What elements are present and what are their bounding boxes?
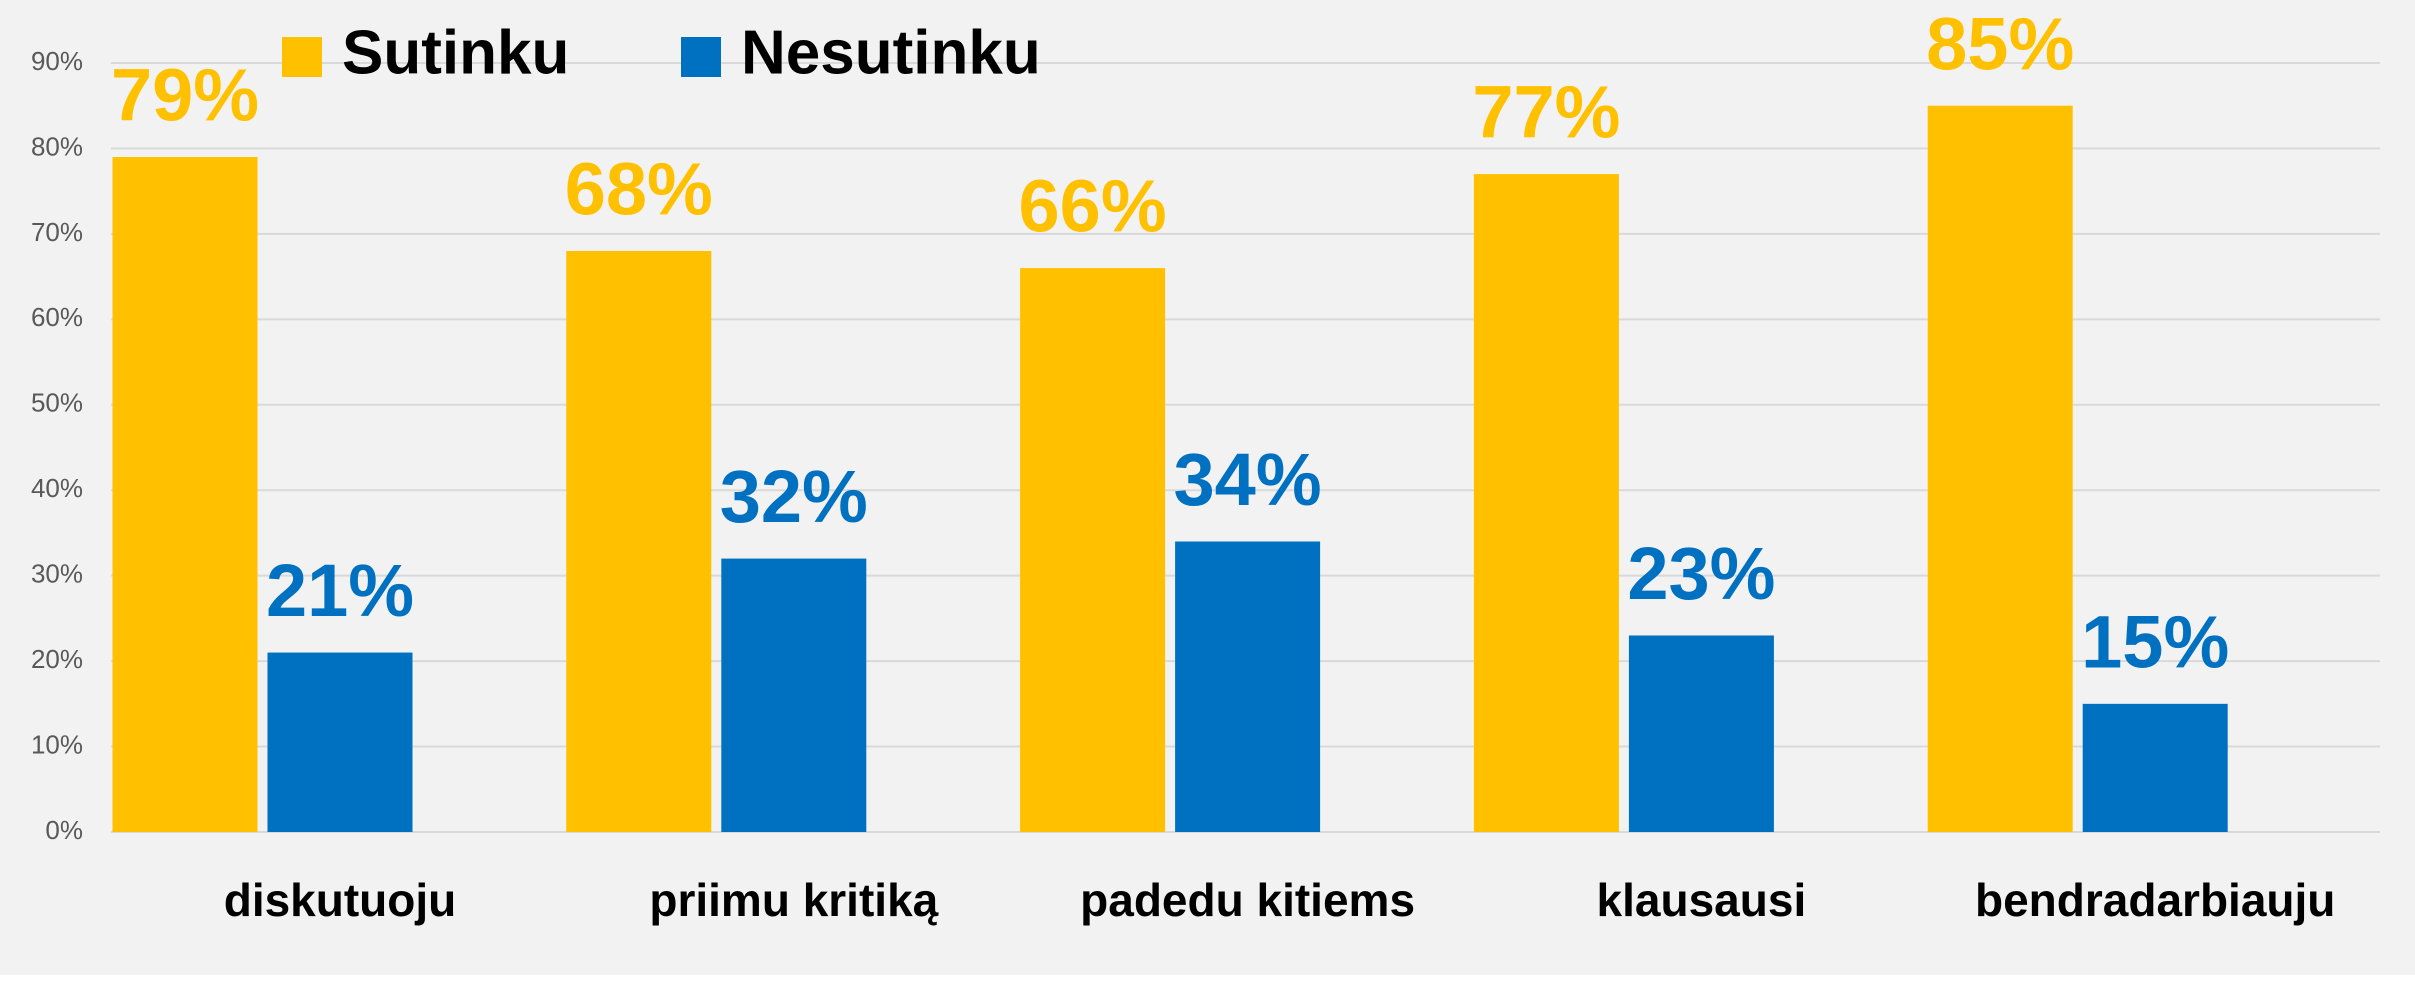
data-label: 79% — [111, 54, 259, 137]
y-tick-label: 80% — [31, 131, 83, 161]
bar — [112, 156, 258, 832]
y-tick-label: 30% — [31, 559, 83, 589]
bar — [2082, 703, 2228, 832]
data-label: 66% — [1019, 165, 1167, 248]
data-label: 23% — [1627, 532, 1775, 615]
bar — [721, 558, 867, 832]
y-tick-label: 90% — [31, 46, 83, 76]
y-tick-label: 10% — [31, 729, 83, 759]
y-tick-label: 70% — [31, 217, 83, 247]
bar — [267, 652, 413, 832]
y-tick-label: 40% — [31, 473, 83, 503]
bar — [566, 250, 712, 832]
data-label: 32% — [720, 455, 868, 538]
bar — [1473, 174, 1619, 833]
y-tick-label: 20% — [31, 644, 83, 674]
bar — [1628, 635, 1774, 832]
x-tick-label: bendradarbiauju — [1975, 874, 2335, 926]
y-tick-label: 50% — [31, 388, 83, 418]
legend-label: Nesutinku — [741, 18, 1041, 87]
legend-swatch — [282, 37, 322, 77]
bar — [1927, 105, 2073, 832]
data-label: 34% — [1174, 438, 1322, 521]
x-tick-label: diskutuoju — [224, 874, 457, 926]
bar — [1175, 541, 1321, 832]
x-tick-label: klausausi — [1597, 874, 1807, 926]
bar — [1020, 268, 1166, 833]
y-tick-label: 60% — [31, 302, 83, 332]
legend-label: Sutinku — [342, 18, 569, 87]
y-tick-label: 0% — [45, 815, 83, 845]
data-label: 21% — [266, 549, 414, 632]
x-tick-label: padedu kitiems — [1080, 874, 1415, 926]
data-label: 77% — [1472, 71, 1620, 154]
legend-swatch — [681, 37, 721, 77]
x-tick-label: priimu kritiką — [649, 874, 938, 926]
data-label: 15% — [2081, 600, 2229, 683]
data-label: 85% — [1926, 2, 2074, 85]
data-label: 68% — [565, 148, 713, 231]
